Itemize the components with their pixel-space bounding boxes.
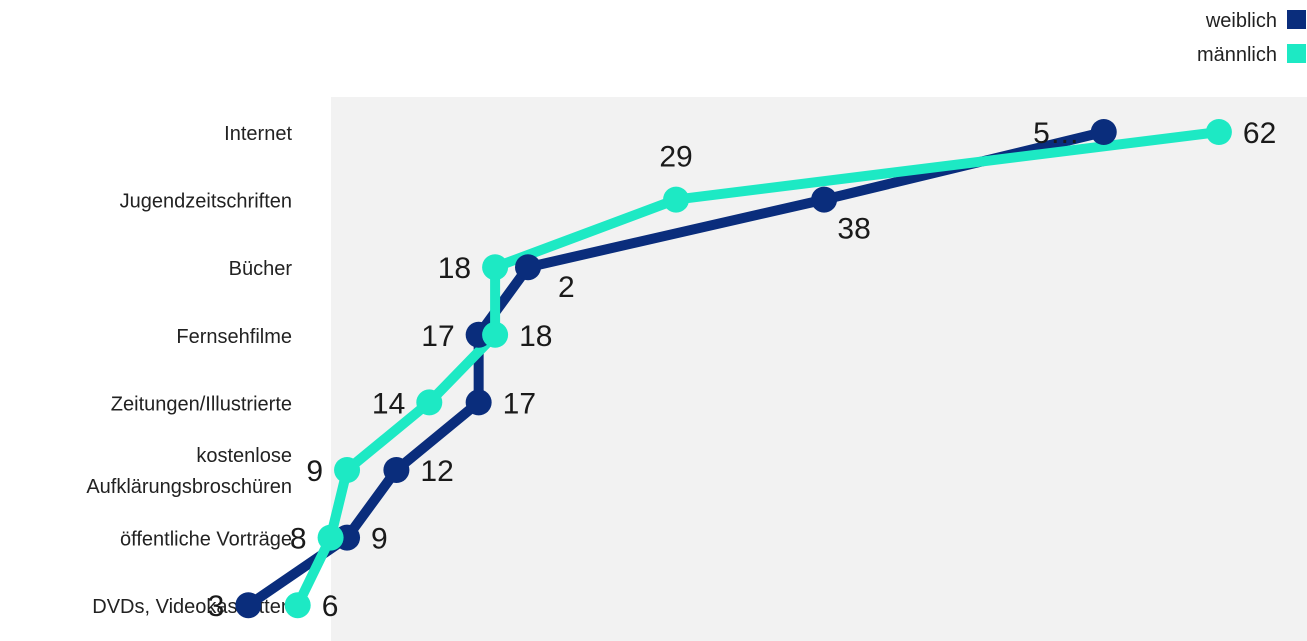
data-label: 9 bbox=[306, 455, 323, 488]
category-label: Internet bbox=[224, 123, 292, 145]
data-label: 3 bbox=[208, 590, 225, 623]
legend-swatch-2 bbox=[1287, 44, 1306, 63]
data-point bbox=[811, 186, 838, 213]
data-point bbox=[465, 389, 492, 416]
data-point bbox=[235, 592, 262, 619]
data-point bbox=[1205, 119, 1232, 145]
legend-label-2: männlich bbox=[1197, 44, 1277, 66]
data-label: 6 bbox=[322, 590, 339, 623]
data-label: 12 bbox=[420, 455, 453, 488]
data-point bbox=[416, 389, 443, 416]
data-point bbox=[284, 592, 311, 619]
category-label: Fernsehfilme bbox=[176, 326, 292, 348]
data-point bbox=[663, 186, 690, 213]
category-label: Jugendzeitschriften bbox=[120, 191, 292, 213]
legend-swatch-1 bbox=[1287, 10, 1306, 29]
data-label: 62 bbox=[1243, 117, 1276, 150]
data-point bbox=[482, 254, 509, 281]
category-labels: Internet Jugendzeitschriften Bücher Fernseh… bbox=[86, 123, 292, 618]
data-labels: 5… 38 2 17 17 12 9 3 62 29 18 18 14 9 8 6 bbox=[208, 117, 1277, 623]
data-label: 2 bbox=[558, 271, 575, 304]
data-label: 9 bbox=[371, 523, 388, 556]
category-label: Zeitungen/Illustrierte bbox=[111, 393, 292, 415]
data-label: 29 bbox=[659, 141, 692, 174]
data-point bbox=[317, 524, 344, 551]
data-label: 14 bbox=[372, 387, 405, 420]
data-point bbox=[515, 254, 541, 281]
data-points bbox=[235, 119, 1232, 619]
legend-label-1: weiblich bbox=[1205, 10, 1277, 32]
data-point bbox=[482, 321, 509, 348]
series-line-1 bbox=[243, 127, 1109, 611]
legend: weiblich männlich bbox=[1197, 10, 1306, 66]
data-label: 18 bbox=[519, 320, 552, 353]
category-label: kostenlose Aufklärungsbroschüren bbox=[86, 445, 292, 498]
data-label: 8 bbox=[290, 523, 307, 556]
data-label: 17 bbox=[503, 387, 536, 420]
data-point bbox=[383, 457, 410, 483]
data-label: 38 bbox=[837, 213, 870, 246]
category-label: öffentliche Vorträge bbox=[120, 529, 292, 551]
data-label: 18 bbox=[438, 252, 471, 285]
data-label: 17 bbox=[421, 320, 454, 353]
category-label: Bücher bbox=[229, 258, 293, 280]
data-point bbox=[334, 457, 361, 483]
data-point bbox=[1090, 119, 1117, 145]
data-label: 5… bbox=[1033, 117, 1080, 150]
